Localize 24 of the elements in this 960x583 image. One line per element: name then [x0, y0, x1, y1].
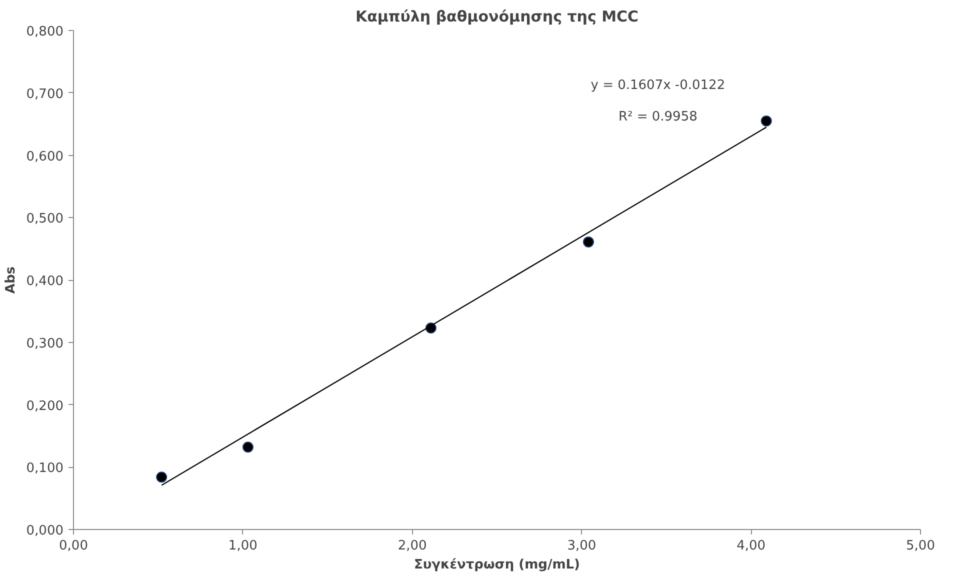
- x-tick-label: 2,00: [398, 538, 427, 554]
- annotation: y = 0.1607x -0.0122: [590, 78, 726, 93]
- y-tick-label: 0,400: [26, 274, 64, 289]
- x-tick-label: 0,00: [59, 538, 88, 554]
- y-tick-label: 0,300: [26, 336, 64, 352]
- annotation: R² = 0.9958: [618, 109, 698, 124]
- y-tick-label: 0,600: [26, 149, 64, 164]
- point: [156, 472, 168, 483]
- y-tick-label: 0,100: [26, 461, 64, 476]
- y-axis-title: Abs: [3, 266, 18, 294]
- y-tick-label: 0,500: [26, 212, 64, 227]
- point: [582, 236, 594, 248]
- y-tick-label: 0,700: [26, 86, 64, 102]
- y-tick-label: 0,800: [26, 24, 64, 40]
- x-tick-label: 5,00: [906, 538, 935, 554]
- x-tick-label: 1,00: [228, 538, 258, 554]
- x-tick-label: 3,00: [567, 538, 596, 554]
- point: [242, 442, 254, 453]
- chart-title: Καμπύλη βαθμονόμησης της MCC: [355, 8, 639, 26]
- y-tick-label: 0,200: [26, 398, 64, 414]
- y-tick-label: 0,000: [26, 524, 64, 538]
- point: [760, 115, 772, 126]
- x-tick-label: 4,00: [736, 538, 766, 554]
- x-axis-title: Συγκέντρωση (mg/mL): [414, 558, 580, 572]
